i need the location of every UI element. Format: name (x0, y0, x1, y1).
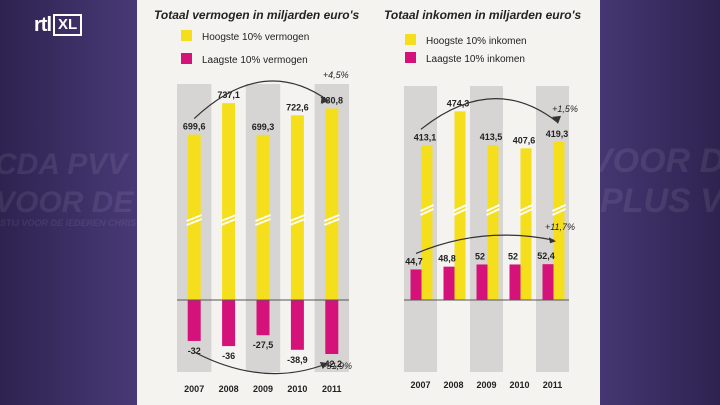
chart1-break-2010 (289, 214, 306, 226)
chart1-tick-2009: 2009 (253, 384, 273, 394)
chart2-break-2010 (519, 204, 533, 216)
chart1-arrowhead-low (319, 362, 328, 369)
chart1-break-2011 (323, 214, 340, 226)
chart1-bar-low-2007 (187, 300, 201, 341)
chart1-break-2009 (255, 214, 271, 226)
chart2-bar-high-2008 (454, 111, 466, 300)
chart1-break-2007 (186, 214, 203, 226)
chart1-plot: 699,6 -32 2007 737,1 -36 2008 699,3 -27,5 2009 72… (177, 70, 352, 394)
chart1-label-low-2009: -27,5 (253, 340, 274, 350)
channel-logo: rtl XL (34, 12, 83, 38)
chart1-annotation-high: +4,5% (323, 70, 349, 80)
chart2-arrowhead-high (552, 115, 561, 124)
chart2-label-low-2008: 48,8 (438, 254, 456, 264)
chart1-bar-low-2009 (256, 300, 270, 336)
infographic-paper: Totaal vermogen in miljarden euro's Hoog… (137, 0, 600, 405)
chart2-bar-high-2011 (553, 141, 565, 300)
chart2-break-2011 (552, 204, 566, 216)
chart1-break-2008 (220, 214, 237, 226)
chart1-bar-high-2011 (325, 108, 339, 300)
chart2-break-2007 (420, 204, 434, 216)
chart1-label-low-2008: -36 (222, 351, 235, 361)
chart2-tick-2011: 2011 (543, 380, 563, 390)
chart1-tick-2010: 2010 (287, 384, 307, 394)
chart1-label-low-2010: -38,9 (287, 355, 308, 365)
chart2-annotation-high: +1,5% (552, 104, 578, 114)
chart1-label-low-2007: -32 (188, 346, 201, 356)
chart2-tick-2007: 2007 (410, 380, 430, 390)
chart2-legend-swatch-low (405, 52, 416, 63)
chart2-tick-2008: 2008 (443, 380, 463, 390)
chart1-bar-low-2010 (290, 300, 304, 350)
chart2-legend-low: Laagste 10% inkomen (426, 54, 525, 65)
chart2-label-low-2010: 52 (508, 251, 518, 261)
chart1-tick-2011: 2011 (322, 384, 342, 394)
chart1-legend-low: Laagste 10% vermogen (202, 55, 308, 66)
chart1-legend-swatch-low (181, 53, 192, 64)
chart2-bar-low-2008 (443, 266, 455, 300)
chart1-tick-2008: 2008 (219, 384, 239, 394)
charts-svg: Totaal vermogen in miljarden euro's Hoog… (154, 8, 581, 394)
chart1-tick-2007: 2007 (184, 384, 204, 394)
chart1-label-high-2007: 699,6 (183, 122, 206, 132)
chart2-annotation-low: +11,7% (545, 222, 575, 232)
chart2-bar-low-2009 (476, 264, 488, 300)
chart2-label-high-2010: 407,6 (513, 135, 536, 145)
background-text-5: STIJ VOOR DE IEDEREN CHRISTENUNIE (0, 218, 176, 228)
chart2-label-high-2008: 474,3 (447, 98, 470, 108)
chart2-arrow-low (415, 234, 555, 255)
chart1-label-high-2010: 722,6 (286, 102, 309, 112)
chart2-label-high-2009: 413,5 (480, 132, 503, 142)
chart1-legend-swatch-high (181, 30, 192, 41)
chart2-break-2008 (453, 204, 467, 216)
chart2-label-low-2007: 44,7 (405, 256, 423, 266)
chart2-legend-high: Hoogste 10% inkomen (426, 36, 527, 47)
chart1-bar-low-2008 (222, 300, 236, 347)
chart1-label-low-2011: -42,2 (322, 359, 343, 369)
chart2-bar-low-2007 (410, 269, 422, 300)
chart2-label-low-2011: 52,4 (537, 251, 555, 261)
chart1-arrow-low (193, 351, 327, 375)
background-text-2: VOOR DE (590, 142, 720, 180)
chart2-tick-2010: 2010 (509, 380, 529, 390)
chart1-annotation-low: -31,9% (324, 361, 353, 371)
chart2-break-2009 (486, 204, 500, 216)
chart1-label-high-2011: 730,8 (321, 95, 344, 105)
chart2-bar-high-2007 (421, 145, 433, 300)
chart2-bar-high-2009 (487, 145, 499, 300)
chart2-arrow-high (420, 98, 558, 130)
chart2-bar-low-2010 (509, 264, 521, 300)
chart2-plot: 413,1 44,7 2007 474,3 48,8 2008 413,5 52 2009 407… (404, 86, 578, 390)
chart1-bar-high-2008 (222, 103, 236, 301)
chart2-title: Totaal inkomen in miljarden euro's (384, 8, 581, 22)
chart1-arrowhead-high (320, 95, 329, 104)
chart1-label-high-2009: 699,3 (252, 122, 275, 132)
chart2-label-high-2011: 419,3 (546, 129, 569, 139)
background-text-1: CDA PVV (0, 148, 128, 181)
chart2-legend-swatch-high (405, 34, 416, 45)
chart1-bar-low-2011 (325, 300, 339, 355)
chart2-label-low-2009: 52 (475, 251, 485, 261)
chart1-label-high-2008: 737,1 (217, 90, 240, 100)
chart1-arrow-high (193, 80, 329, 120)
chart1-title: Totaal vermogen in miljarden euro's (154, 8, 359, 22)
chart2-bar-low-2011 (542, 264, 554, 300)
chart2-bar-high-2010 (520, 148, 532, 300)
chart2-tick-2009: 2009 (476, 380, 496, 390)
logo-badge: XL (53, 14, 83, 36)
background-text-3: PLUS VV (600, 182, 720, 220)
chart2-arrowhead-low (549, 237, 556, 244)
chart2-label-high-2007: 413,1 (414, 132, 437, 142)
chart1-legend-high: Hoogste 10% vermogen (202, 32, 309, 43)
chart1-bar-high-2010 (290, 115, 304, 300)
logo-text: rtl (34, 13, 52, 36)
